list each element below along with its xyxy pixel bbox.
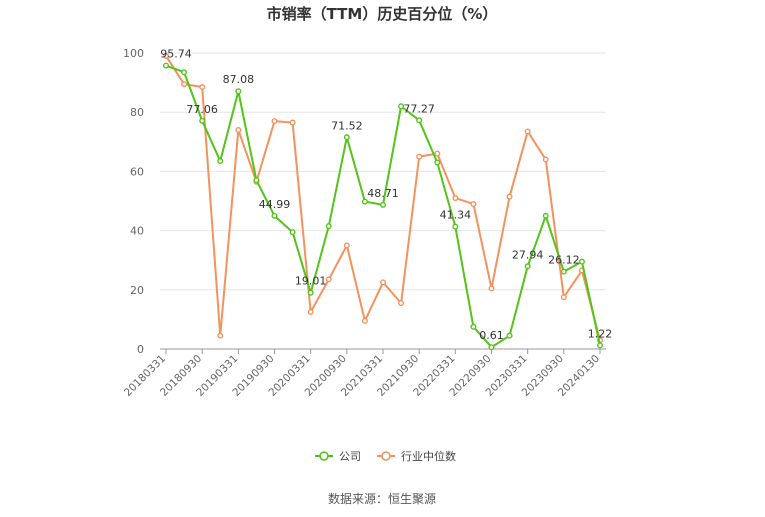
data-point[interactable] [452,195,459,202]
data-point[interactable] [416,153,423,160]
data-label: 44.99 [259,198,291,211]
data-point[interactable] [524,128,531,135]
data-point[interactable] [361,317,368,324]
data-point[interactable] [452,223,459,230]
data-label: 48.71 [367,187,399,200]
data-source: 数据来源：恒生聚源 [328,491,436,506]
y-tick-label: 80 [130,106,144,119]
data-point[interactable] [217,158,224,165]
data-labels: 95.74 77.06 87.08 44.99 19.01 71.52 48.71 77.27… [160,48,612,343]
data-point[interactable] [289,119,296,126]
data-label: 77.27 [403,102,435,115]
legend-marker [319,451,329,461]
data-point[interactable] [181,81,188,88]
data-point[interactable] [560,268,567,275]
data-point[interactable] [542,212,549,219]
data-point[interactable] [289,229,296,236]
y-tick-label: 0 [137,343,144,356]
data-point[interactable] [181,69,188,76]
data-point[interactable] [307,309,314,316]
chart-title: 市销率（TTM）历史百分位（%） [267,5,498,23]
series-company [162,62,604,351]
data-label: 19.01 [295,275,327,288]
data-point[interactable] [307,289,314,296]
data-point[interactable] [470,200,477,207]
y-tick-label: 100 [123,47,144,60]
data-point[interactable] [597,342,604,349]
data-point[interactable] [271,118,278,125]
data-point[interactable] [524,263,531,270]
data-label: 27.94 [512,248,544,261]
data-point[interactable] [343,134,350,141]
data-point[interactable] [343,242,350,249]
data-point[interactable] [560,294,567,301]
data-point[interactable] [488,285,495,292]
data-point[interactable] [199,84,206,91]
data-point[interactable] [199,117,206,124]
data-label: 87.08 [223,73,255,86]
data-point[interactable] [416,117,423,124]
data-label: 26.12 [548,254,580,267]
data-point[interactable] [470,323,477,330]
data-label: 41.34 [440,209,472,222]
legend-label: 公司 [339,450,361,463]
data-label: 77.06 [186,103,218,116]
data-point[interactable] [235,88,242,95]
data-point[interactable] [434,159,441,166]
data-label: 1.22 [588,327,613,340]
data-point[interactable] [542,156,549,163]
data-point[interactable] [380,201,387,208]
legend-item-industry-median[interactable]: 行业中位数 [377,449,456,463]
data-label: 71.52 [331,119,363,132]
data-point[interactable] [578,258,585,265]
data-point[interactable] [217,332,224,339]
data-point[interactable] [380,279,387,286]
data-point[interactable] [506,332,513,339]
data-point[interactable] [325,223,332,230]
data-point[interactable] [325,276,332,283]
series-layer [162,52,604,351]
data-point[interactable] [253,177,260,184]
data-point[interactable] [361,198,368,205]
data-point[interactable] [488,344,495,351]
data-point[interactable] [398,103,405,110]
data-label: 95.74 [160,48,192,61]
legend-item-company[interactable]: 公司 [315,450,361,463]
legend-label: 行业中位数 [401,449,456,463]
data-point[interactable] [162,52,169,59]
y-tick-label: 20 [130,284,144,297]
data-point[interactable] [235,126,242,133]
data-point[interactable] [162,62,169,69]
data-point[interactable] [398,300,405,307]
y-tick-label: 60 [130,165,144,178]
legend-marker [381,451,391,461]
data-point[interactable] [506,193,513,200]
y-tick-label: 40 [130,225,144,238]
legend[interactable]: 公司 行业中位数 [315,449,456,463]
data-point[interactable] [434,150,441,157]
data-label: 0.61 [479,329,504,342]
data-point[interactable] [271,212,278,219]
